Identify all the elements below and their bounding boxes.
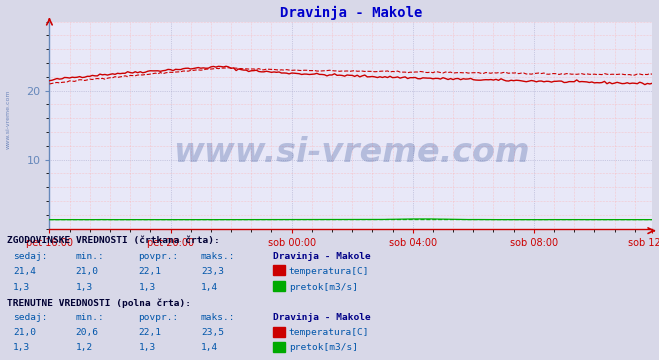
Text: 1,3: 1,3 — [138, 343, 156, 352]
Text: sedaj:: sedaj: — [13, 313, 47, 322]
Text: www.si-vreme.com: www.si-vreme.com — [5, 89, 11, 149]
Text: 21,0: 21,0 — [13, 328, 36, 337]
Text: TRENUTNE VREDNOSTI (polna črta):: TRENUTNE VREDNOSTI (polna črta): — [7, 298, 190, 307]
Text: sedaj:: sedaj: — [13, 252, 47, 261]
Title: Dravinja - Makole: Dravinja - Makole — [279, 6, 422, 21]
Text: 1,3: 1,3 — [76, 283, 93, 292]
Text: pretok[m3/s]: pretok[m3/s] — [289, 343, 358, 352]
Text: 23,3: 23,3 — [201, 267, 224, 276]
Text: 23,5: 23,5 — [201, 328, 224, 337]
Text: 1,3: 1,3 — [138, 283, 156, 292]
Text: 1,3: 1,3 — [13, 283, 30, 292]
Text: pretok[m3/s]: pretok[m3/s] — [289, 283, 358, 292]
Text: maks.:: maks.: — [201, 313, 235, 322]
Text: temperatura[C]: temperatura[C] — [289, 267, 369, 276]
Text: 22,1: 22,1 — [138, 267, 161, 276]
Text: 1,4: 1,4 — [201, 343, 218, 352]
Text: 21,4: 21,4 — [13, 267, 36, 276]
Text: 20,6: 20,6 — [76, 328, 99, 337]
Text: temperatura[C]: temperatura[C] — [289, 328, 369, 337]
Text: 21,0: 21,0 — [76, 267, 99, 276]
Text: 1,4: 1,4 — [201, 283, 218, 292]
Text: ZGODOVINSKE VREDNOSTI (črtkana črta):: ZGODOVINSKE VREDNOSTI (črtkana črta): — [7, 236, 219, 245]
Text: povpr.:: povpr.: — [138, 313, 179, 322]
Text: 1,2: 1,2 — [76, 343, 93, 352]
Text: www.si-vreme.com: www.si-vreme.com — [173, 135, 529, 168]
Text: Dravinja - Makole: Dravinja - Makole — [273, 313, 371, 322]
Text: min.:: min.: — [76, 252, 105, 261]
Text: povpr.:: povpr.: — [138, 252, 179, 261]
Text: 1,3: 1,3 — [13, 343, 30, 352]
Text: min.:: min.: — [76, 313, 105, 322]
Text: 22,1: 22,1 — [138, 328, 161, 337]
Text: Dravinja - Makole: Dravinja - Makole — [273, 252, 371, 261]
Text: maks.:: maks.: — [201, 252, 235, 261]
